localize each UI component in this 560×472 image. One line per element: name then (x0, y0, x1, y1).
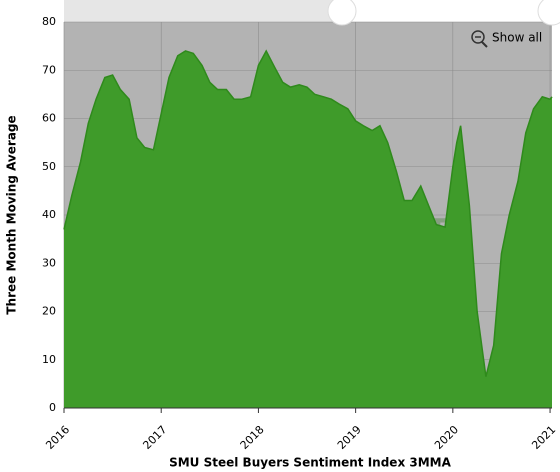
y-tick-label: 10 (42, 353, 56, 366)
x-tick-label: 2018 (238, 423, 267, 452)
x-tick-label: 2019 (335, 423, 364, 452)
navigator-handle[interactable] (537, 0, 560, 26)
y-tick-label: 80 (42, 15, 56, 28)
zoom-icon (471, 30, 485, 44)
y-tick-label: 40 (42, 208, 56, 221)
line (63, 49, 553, 377)
area (64, 50, 552, 408)
y-axis-title: Three Month Moving Average (5, 115, 19, 314)
y-tick-label: 20 (42, 305, 56, 318)
y-tick-label: 60 (42, 112, 56, 125)
x-tick-label: 2016 (43, 423, 72, 452)
x-tick-label: 2017 (140, 423, 169, 452)
plot-area: STEEL MARKET UPDATE (63, 21, 553, 409)
y-tick-label: 30 (42, 256, 56, 269)
zoom-icon-handle (481, 41, 488, 48)
x-tick-label: 2021 (529, 423, 558, 452)
navigator-mask (64, 0, 342, 22)
y-tick-label: 70 (42, 63, 56, 76)
x-tick-label: 2020 (432, 423, 461, 452)
y-tick-label: 0 (49, 401, 56, 414)
navigator-handle[interactable] (327, 0, 357, 26)
x-axis-title: SMU Steel Buyers Sentiment Index 3MMA (169, 456, 452, 470)
navigator-window (342, 0, 552, 22)
y-tick-label: 50 (42, 160, 56, 173)
show-all-button[interactable]: Show all (471, 30, 542, 48)
button-label: Show all (492, 31, 542, 45)
